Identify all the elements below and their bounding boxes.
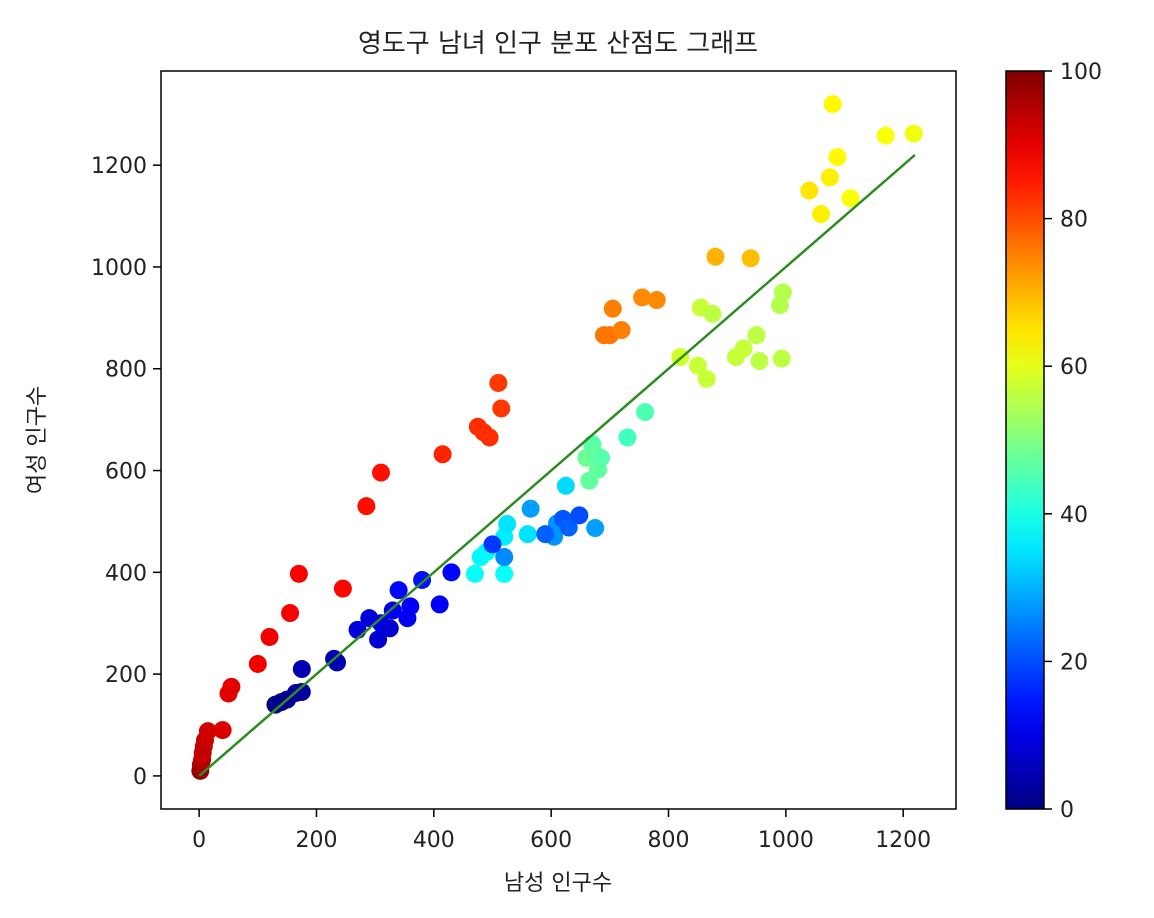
scatter-point xyxy=(559,518,578,537)
scatter-point xyxy=(688,356,707,375)
scatter-point xyxy=(703,304,722,323)
scatter-point xyxy=(773,283,792,302)
scatter-point xyxy=(398,609,417,628)
scatter-point xyxy=(603,299,622,318)
scatter-point xyxy=(372,463,391,482)
scatter-point xyxy=(389,581,408,600)
scatter-point xyxy=(248,654,267,673)
scatter-point xyxy=(518,525,537,544)
scatter-point xyxy=(876,126,895,145)
scatter-point xyxy=(328,653,347,672)
scatter-point xyxy=(820,168,839,187)
scatter-point xyxy=(612,321,631,340)
x-tick-label: 200 xyxy=(295,828,337,853)
scatter-point xyxy=(495,548,514,567)
colorbar xyxy=(1005,70,1045,810)
scatter-point xyxy=(618,428,637,447)
x-tick-label: 400 xyxy=(413,828,455,853)
scatter-point xyxy=(348,620,367,639)
plot-frame xyxy=(160,70,957,810)
scatter-point xyxy=(647,291,666,310)
scatter-point xyxy=(495,564,514,583)
scatter-point xyxy=(828,148,847,167)
scatter-point xyxy=(586,519,605,538)
y-tick-label: 800 xyxy=(105,358,147,383)
scatter-point xyxy=(750,352,769,371)
scatter-point xyxy=(442,563,461,582)
x-tick-label: 1000 xyxy=(758,828,814,853)
scatter-point xyxy=(281,604,300,623)
scatter-point xyxy=(357,497,376,516)
y-tick-label: 1000 xyxy=(91,256,147,281)
scatter-point xyxy=(800,181,819,200)
scatter-point xyxy=(498,514,517,533)
y-axis-title: 여성 인구수 xyxy=(25,386,50,494)
scatter-point xyxy=(430,595,449,614)
scatter-point xyxy=(904,124,923,143)
scatter-point xyxy=(812,205,831,224)
y-tick-label: 200 xyxy=(105,663,147,688)
scatter-point xyxy=(823,95,842,114)
colorbar-tick-label: 100 xyxy=(1060,60,1102,85)
y-tick-label: 1200 xyxy=(91,154,147,179)
scatter-point xyxy=(360,609,379,628)
colorbar-axis: 0 20 40 60 80 100 xyxy=(1044,60,1102,823)
scatter-point xyxy=(734,339,753,358)
x-tick-label: 800 xyxy=(648,828,690,853)
scatter-points xyxy=(191,95,923,780)
scatter-point xyxy=(266,695,285,714)
scatter-point xyxy=(465,564,484,583)
scatter-point xyxy=(633,288,652,307)
scatter-point xyxy=(222,677,241,696)
scatter-point xyxy=(380,619,399,638)
colorbar-tick-label: 40 xyxy=(1060,503,1088,528)
scatter-point xyxy=(556,476,575,495)
x-axis-title: 남성 인구수 xyxy=(504,871,612,896)
scatter-point xyxy=(383,601,402,620)
scatter-point xyxy=(333,579,352,598)
scatter-point xyxy=(198,722,217,741)
x-axis: 0 200 400 600 800 1000 1200 xyxy=(192,809,931,853)
scatter-point xyxy=(289,564,308,583)
chart-title: 영도구 남녀 인구 분포 산점도 그래프 xyxy=(358,29,758,59)
scatter-point xyxy=(292,660,311,679)
scatter-point xyxy=(772,349,791,368)
scatter-point xyxy=(592,448,611,467)
scatter-point xyxy=(747,326,766,345)
y-tick-label: 0 xyxy=(133,765,147,790)
scatter-point xyxy=(492,399,511,418)
scatter-point xyxy=(741,249,760,268)
colorbar-tick-label: 20 xyxy=(1060,650,1088,675)
scatter-point xyxy=(570,506,589,525)
colorbar-tick-label: 60 xyxy=(1060,355,1088,380)
trend-line xyxy=(198,154,916,777)
colorbar-tick-label: 0 xyxy=(1060,798,1074,823)
y-axis: 0 200 400 600 800 1000 1200 xyxy=(91,154,161,790)
scatter-point xyxy=(433,445,452,464)
x-tick-label: 0 xyxy=(192,828,206,853)
scatter-point xyxy=(213,721,232,740)
scatter-point xyxy=(369,630,388,649)
scatter-point xyxy=(697,369,716,388)
y-tick-label: 400 xyxy=(105,561,147,586)
scatter-point xyxy=(706,247,725,266)
scatter-point xyxy=(841,189,860,208)
scatter-point xyxy=(636,403,655,422)
scatter-point xyxy=(483,535,502,554)
scatter-point xyxy=(536,525,555,544)
x-tick-label: 1200 xyxy=(875,828,931,853)
scatter-point xyxy=(521,499,540,518)
x-tick-label: 600 xyxy=(530,828,572,853)
colorbar-tick-label: 80 xyxy=(1060,208,1088,233)
scatter-point xyxy=(260,627,279,646)
y-tick-label: 600 xyxy=(105,460,147,485)
scatter-point xyxy=(489,373,508,392)
scatter-point xyxy=(480,428,499,447)
scatter-point xyxy=(413,570,432,589)
